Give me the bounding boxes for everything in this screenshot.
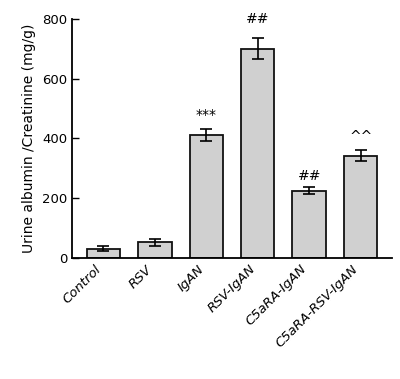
- Bar: [292, 191, 326, 258]
- Bar: [86, 249, 120, 258]
- Text: ##: ##: [246, 12, 270, 26]
- Bar: [190, 135, 223, 258]
- Y-axis label: Urine albumin /Creatinine (mg/g): Urine albumin /Creatinine (mg/g): [22, 23, 36, 253]
- Bar: [241, 49, 274, 258]
- Text: ^^: ^^: [349, 130, 372, 144]
- Text: ***: ***: [196, 108, 217, 122]
- Text: ##: ##: [298, 169, 321, 183]
- Bar: [344, 156, 378, 258]
- Bar: [138, 242, 172, 258]
